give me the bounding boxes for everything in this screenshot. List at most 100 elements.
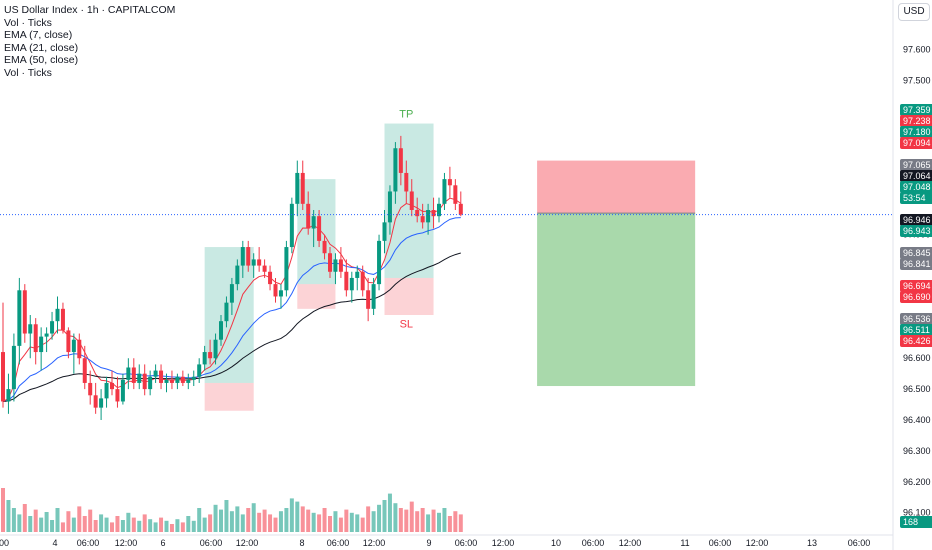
- candle[interactable]: [311, 210, 316, 248]
- candle[interactable]: [22, 284, 27, 343]
- candle[interactable]: [39, 327, 44, 371]
- candle[interactable]: [50, 311, 55, 340]
- candle[interactable]: [300, 160, 305, 210]
- candle[interactable]: [447, 166, 452, 198]
- candle[interactable]: [262, 259, 267, 278]
- candle[interactable]: [404, 160, 409, 204]
- candle[interactable]: [278, 284, 283, 309]
- candle[interactable]: [235, 259, 240, 291]
- candle[interactable]: [338, 247, 343, 278]
- position-3-loss-zone[interactable]: [537, 160, 696, 214]
- candle[interactable]: [164, 373, 169, 393]
- candle[interactable]: [268, 265, 273, 291]
- candle[interactable]: [273, 277, 278, 303]
- candle[interactable]: [349, 271, 354, 303]
- candle[interactable]: [208, 339, 213, 365]
- candle[interactable]: [148, 370, 153, 396]
- candle[interactable]: [284, 240, 289, 297]
- candle[interactable]: [6, 373, 11, 414]
- position-0-profit-zone[interactable]: [204, 247, 254, 383]
- candle[interactable]: [110, 370, 114, 396]
- candle[interactable]: [360, 265, 365, 297]
- candle[interactable]: [137, 364, 142, 390]
- candle[interactable]: [371, 277, 376, 315]
- candle[interactable]: [77, 333, 82, 365]
- candle[interactable]: [71, 333, 76, 374]
- candle[interactable]: [88, 370, 93, 405]
- candle[interactable]: [213, 333, 218, 365]
- legend-title[interactable]: US Dollar Index · 1h · CAPITALCOM: [4, 4, 176, 16]
- candle[interactable]: [366, 277, 371, 322]
- candle[interactable]: [28, 315, 33, 359]
- candle[interactable]: [442, 172, 447, 210]
- candle[interactable]: [317, 210, 322, 248]
- candle[interactable]: [197, 358, 202, 383]
- candle[interactable]: [169, 370, 174, 390]
- candle[interactable]: [322, 234, 327, 260]
- position-3-profit-zone[interactable]: [537, 213, 696, 387]
- candle[interactable]: [202, 345, 207, 371]
- candle[interactable]: [142, 364, 147, 396]
- candle[interactable]: [398, 135, 403, 186]
- candle[interactable]: [246, 240, 251, 272]
- candle[interactable]: [186, 373, 191, 390]
- position-2-profit-zone[interactable]: [384, 123, 434, 278]
- currency-selector[interactable]: USD: [898, 3, 930, 21]
- position-0-loss-zone[interactable]: [204, 382, 254, 411]
- candle[interactable]: [437, 197, 441, 223]
- candle[interactable]: [393, 142, 398, 204]
- candle[interactable]: [60, 302, 65, 334]
- legend-line-ema50[interactable]: EMA (50, close): [4, 54, 79, 66]
- candle[interactable]: [420, 203, 425, 229]
- candle[interactable]: [453, 179, 458, 210]
- candle[interactable]: [180, 370, 185, 387]
- candle[interactable]: [93, 382, 98, 414]
- candle[interactable]: [289, 197, 294, 254]
- candle[interactable]: [126, 358, 131, 390]
- position-1-loss-zone[interactable]: [297, 284, 336, 309]
- candle[interactable]: [1, 302, 5, 408]
- candle[interactable]: [458, 191, 463, 217]
- position-2-loss-zone[interactable]: [384, 277, 434, 315]
- candle[interactable]: [120, 373, 125, 405]
- candle[interactable]: [11, 333, 16, 402]
- candle[interactable]: [240, 240, 245, 278]
- candle[interactable]: [409, 179, 414, 217]
- candle[interactable]: [387, 185, 392, 235]
- candle[interactable]: [159, 364, 164, 390]
- candle[interactable]: [224, 296, 229, 328]
- candle[interactable]: [415, 197, 420, 223]
- candle[interactable]: [219, 315, 223, 346]
- candle[interactable]: [306, 191, 311, 235]
- candle[interactable]: [333, 253, 338, 285]
- candle[interactable]: [377, 234, 382, 291]
- candle[interactable]: [66, 327, 71, 359]
- legend-line-volume[interactable]: Vol · Ticks: [4, 16, 52, 29]
- candle[interactable]: [344, 259, 349, 297]
- candle[interactable]: [33, 318, 38, 365]
- candle[interactable]: [191, 370, 196, 387]
- legend-line-volume-2[interactable]: Vol · Ticks: [4, 66, 52, 79]
- candle[interactable]: [355, 265, 360, 291]
- candle[interactable]: [115, 376, 120, 408]
- legend-line-ema21[interactable]: EMA (21, close): [4, 41, 79, 54]
- candle[interactable]: [229, 277, 234, 315]
- candle[interactable]: [44, 327, 49, 353]
- candle[interactable]: [431, 197, 436, 229]
- candle[interactable]: [82, 345, 87, 390]
- candle[interactable]: [17, 277, 22, 365]
- candle[interactable]: [251, 253, 256, 278]
- candle[interactable]: [382, 210, 387, 254]
- candle[interactable]: [99, 389, 104, 420]
- candle[interactable]: [328, 247, 332, 278]
- candle[interactable]: [295, 160, 300, 217]
- candle[interactable]: [175, 373, 180, 390]
- candle[interactable]: [426, 203, 431, 235]
- candle[interactable]: [131, 358, 136, 390]
- candle[interactable]: [55, 296, 60, 334]
- candle[interactable]: [153, 364, 158, 383]
- legend-line-ema7[interactable]: EMA (7, close): [4, 29, 73, 41]
- candle[interactable]: [257, 247, 262, 272]
- candle[interactable]: [104, 376, 109, 408]
